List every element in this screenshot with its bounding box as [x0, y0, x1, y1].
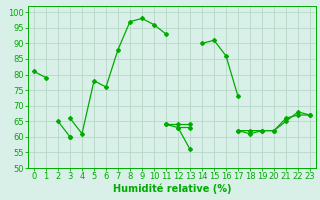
X-axis label: Humidité relative (%): Humidité relative (%)	[113, 184, 231, 194]
